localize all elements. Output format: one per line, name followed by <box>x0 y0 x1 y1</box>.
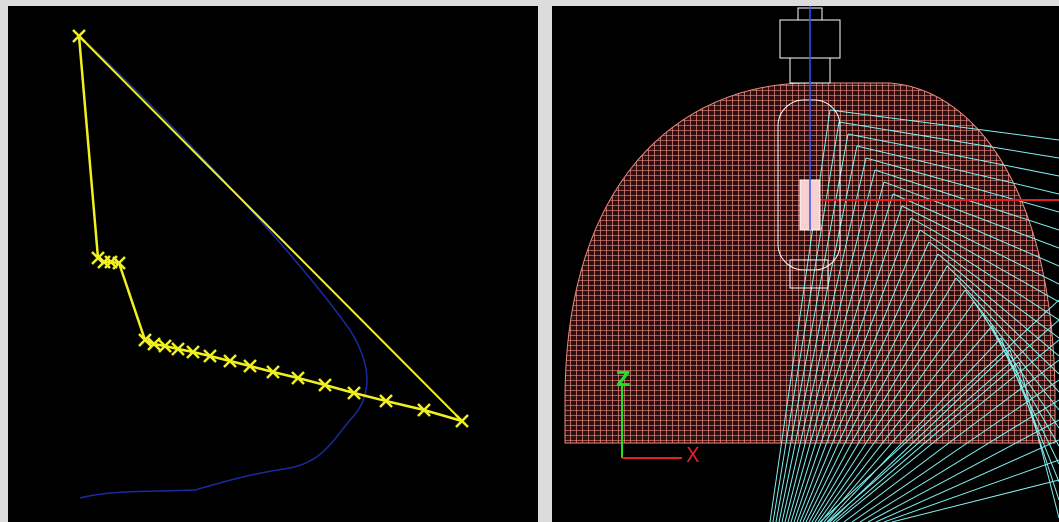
ray <box>805 253 939 522</box>
ray <box>856 145 1059 195</box>
ray <box>964 289 1059 411</box>
ray <box>802 241 930 522</box>
point-marker <box>203 349 217 363</box>
ray <box>829 109 1059 141</box>
ray <box>796 217 912 522</box>
point-marker <box>347 386 361 400</box>
point-marker <box>112 256 126 270</box>
point-marker <box>417 403 431 417</box>
model: Z X <box>564 6 1059 522</box>
ray <box>867 419 1059 522</box>
ray <box>769 109 831 522</box>
ray <box>811 277 957 522</box>
bulb-outline <box>777 99 841 271</box>
point-marker <box>223 354 237 368</box>
ray <box>775 133 849 522</box>
point-marker <box>455 414 469 428</box>
ray <box>1009 349 1059 501</box>
point-marker <box>379 394 393 408</box>
point-marker <box>291 371 305 385</box>
ray <box>799 229 921 522</box>
point-marker <box>243 359 257 373</box>
ray <box>859 399 1059 522</box>
ray <box>829 349 1011 522</box>
ray <box>808 265 948 522</box>
ray <box>991 325 1059 465</box>
ray <box>787 181 885 522</box>
ray <box>826 337 1002 522</box>
ray <box>883 459 1059 522</box>
x-axis-label: X <box>686 443 700 467</box>
point-marker <box>186 345 200 359</box>
ray <box>820 313 984 522</box>
ray <box>865 157 1059 213</box>
ray <box>793 205 903 522</box>
ray <box>819 299 1059 522</box>
ray <box>838 121 1059 159</box>
ray <box>832 361 1020 522</box>
ray <box>843 359 1059 522</box>
chord-line <box>78 35 463 422</box>
ray <box>928 241 1059 339</box>
point-marker <box>171 342 185 356</box>
ray <box>790 193 894 522</box>
z-axis-label: Z <box>616 367 631 391</box>
ray <box>847 133 1059 177</box>
ray <box>875 439 1059 522</box>
ray <box>883 181 1059 249</box>
ray <box>814 289 966 522</box>
bulb-base <box>789 259 829 289</box>
point-marker <box>158 339 172 353</box>
ray <box>835 339 1059 522</box>
point-marker <box>91 251 105 265</box>
point-marker <box>266 365 280 379</box>
ray <box>784 169 876 522</box>
ray <box>910 217 1059 303</box>
ray <box>982 313 1059 447</box>
ray <box>851 379 1059 522</box>
ray <box>827 319 1059 522</box>
ray <box>772 121 840 522</box>
point-marker <box>72 29 86 43</box>
ray <box>891 479 1059 522</box>
ray <box>817 301 975 522</box>
ray <box>1018 361 1059 519</box>
ray <box>781 157 867 522</box>
ray <box>919 229 1059 321</box>
ray <box>901 205 1059 285</box>
point-marker <box>318 378 332 392</box>
point-marker <box>138 333 152 347</box>
ray <box>937 253 1059 357</box>
point-marker <box>147 337 161 351</box>
control-points <box>72 29 469 428</box>
left-viewport[interactable] <box>8 6 538 522</box>
ray <box>946 265 1059 375</box>
ray <box>778 145 858 522</box>
ray <box>892 193 1059 267</box>
ray <box>823 325 993 522</box>
